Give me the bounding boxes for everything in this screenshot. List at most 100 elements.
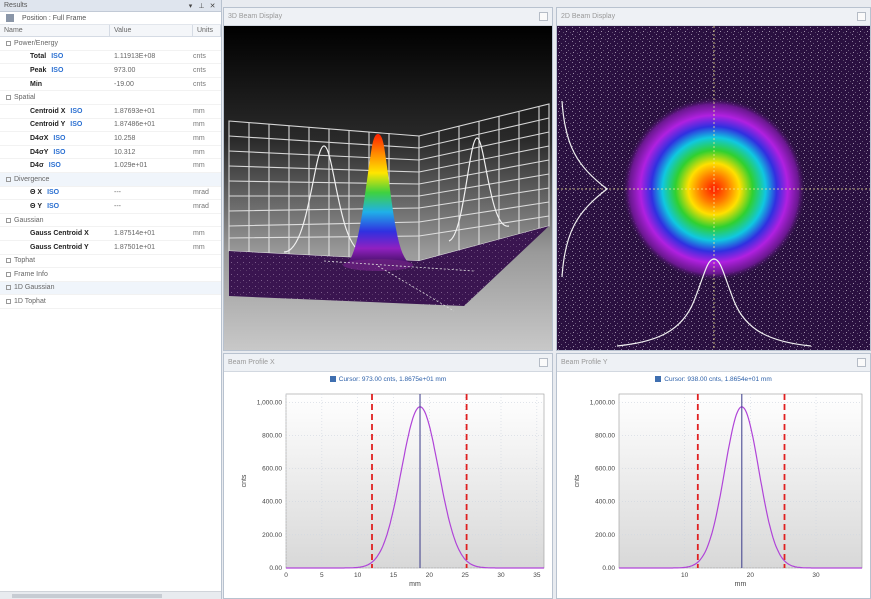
results-grid-header: Name Value Units (0, 25, 221, 37)
row-value: 1.87486e+01 (114, 121, 156, 129)
y-axis-label: cnts (574, 474, 581, 487)
results-item-row[interactable]: Centroid X ISO 1.87693e+01 mm (0, 105, 221, 119)
row-value: --- (114, 189, 121, 197)
results-group-row[interactable]: Power/Energy (0, 37, 221, 51)
maximize-icon[interactable] (857, 12, 866, 21)
profile-x-title-bar: Beam Profile X (224, 354, 552, 372)
results-item-row[interactable]: Θ X ISO --- mrad (0, 187, 221, 201)
row-name-cell: Tophat (0, 257, 110, 264)
beam-3d-view[interactable] (224, 26, 552, 350)
row-name-cell: D4σX ISO (0, 135, 110, 142)
profile-x-title: Beam Profile X (228, 359, 275, 366)
results-group-row[interactable]: Divergence (0, 172, 221, 187)
x-tick-label: 10 (354, 572, 362, 579)
row-units: mm (193, 230, 205, 238)
row-name: Gaussian (14, 216, 44, 224)
results-group-row[interactable]: Tophat (0, 255, 221, 269)
beam-2d-view[interactable] (557, 26, 870, 350)
3d-beam-peak (344, 134, 412, 264)
expand-icon[interactable] (6, 258, 11, 264)
profile-y-chart[interactable]: 0.00 200.00 400.00 600.00 800.00 1,000.00 10 20… (557, 372, 870, 598)
row-name: Gauss Centroid X (30, 230, 89, 238)
row-name-cell: Gauss Centroid X (0, 230, 110, 237)
plot-area (618, 393, 863, 569)
y-tick-label: 200.00 (262, 532, 282, 539)
results-item-row[interactable]: Min -19.00 cnts (0, 78, 221, 92)
x-tick-label: 0 (284, 572, 288, 579)
results-item-row[interactable]: Gauss Centroid Y 1.87501e+01 mm (0, 241, 221, 255)
maximize-icon[interactable] (539, 358, 548, 367)
results-title-bar: Results ▾ ⊥ ✕ (0, 0, 221, 12)
expand-icon[interactable] (6, 176, 11, 182)
row-name: Divergence (14, 175, 50, 183)
results-item-row[interactable]: D4σ ISO 1.029e+01 mm (0, 159, 221, 173)
auto-hide-icon[interactable]: ⊥ (198, 2, 205, 10)
position-selector[interactable]: Position : Full Frame (22, 14, 87, 22)
row-name-cell: Frame Info (0, 271, 110, 278)
expand-icon[interactable] (6, 217, 11, 223)
row-name: 1D Gaussian (14, 284, 55, 292)
results-title: Results (4, 2, 28, 9)
row-value: 1.87693e+01 (114, 107, 156, 115)
row-units: cnts (193, 53, 206, 61)
y-tick-label: 600.00 (262, 466, 282, 473)
cursor-icon (329, 376, 336, 383)
results-item-row[interactable]: Peak ISO 973.00 cnts (0, 64, 221, 78)
y-axis-label: cnts (241, 474, 248, 487)
results-group-row[interactable]: Spatial (0, 91, 221, 105)
results-item-row[interactable]: Θ Y ISO --- mrad (0, 200, 221, 214)
horizontal-scrollbar[interactable] (0, 591, 221, 599)
beam-3d-title-bar: 3D Beam Display (224, 8, 552, 26)
expand-icon[interactable] (6, 40, 11, 46)
column-header-units[interactable]: Units (193, 25, 221, 36)
row-name-cell: Centroid Y ISO (0, 121, 110, 128)
results-group-row[interactable]: 1D Gaussian (0, 281, 221, 296)
profile-curve (619, 406, 862, 569)
pin-icon[interactable]: ▾ (188, 2, 193, 10)
row-units: cnts (193, 80, 206, 88)
row-name: 1D Tophat (14, 298, 46, 306)
scrollbar-thumb[interactable] (12, 594, 162, 598)
3d-wall-profile-y (448, 137, 510, 242)
row-name: D4σ (30, 162, 44, 170)
row-name-cell: Gauss Centroid Y (0, 244, 110, 251)
row-value: 10.312 (114, 148, 136, 156)
beam-profile-x-pane: Beam Profile X Cursor: 973.00 cnts, 1.86… (223, 353, 553, 599)
iso-badge: ISO (51, 66, 64, 74)
profile-x-cursor-text: Cursor: 973.00 cnts, 1.8675e+01 mm (338, 376, 447, 383)
results-item-row[interactable]: Gauss Centroid X 1.87514e+01 mm (0, 227, 221, 241)
expand-icon[interactable] (6, 299, 11, 305)
results-group-row[interactable]: 1D Tophat (0, 295, 221, 309)
expand-icon[interactable] (6, 285, 11, 291)
row-units: mm (193, 107, 205, 115)
results-group-row[interactable]: Frame Info (0, 268, 221, 282)
y-tick-label: 800.00 (595, 432, 615, 439)
row-name-cell: 1D Gaussian (0, 284, 110, 291)
iso-badge: ISO (53, 148, 66, 156)
profile-x-cursor-readout: Cursor: 973.00 cnts, 1.8675e+01 mm (224, 376, 552, 383)
maximize-icon[interactable] (539, 12, 548, 21)
iso-badge: ISO (47, 189, 60, 197)
expand-icon[interactable] (6, 271, 11, 277)
iso-badge: ISO (53, 134, 66, 142)
profile-x-chart[interactable]: 0.00 200.00 400.00 600.00 800.00 1,000.00 0 5 10… (224, 372, 552, 598)
y-tick-label: 0.00 (602, 565, 615, 572)
results-group-row[interactable]: Gaussian (0, 214, 221, 228)
row-value: 10.258 (114, 134, 136, 142)
maximize-icon[interactable] (857, 358, 866, 367)
results-settings-icon[interactable] (6, 14, 14, 22)
results-item-row[interactable]: Total ISO 1.11913E+08 cnts (0, 51, 221, 65)
close-icon[interactable]: ✕ (209, 2, 216, 10)
results-item-row[interactable]: Centroid Y ISO 1.87486e+01 mm (0, 119, 221, 133)
x-tick-label: 30 (497, 572, 505, 579)
row-name-cell: Peak ISO (0, 67, 110, 74)
expand-icon[interactable] (6, 95, 11, 101)
3d-beam-base (343, 259, 413, 271)
beam-2d-title: 2D Beam Display (561, 13, 616, 20)
results-item-row[interactable]: D4σX ISO 10.258 mm (0, 132, 221, 146)
row-name-cell: Θ Y ISO (0, 203, 110, 210)
results-item-row[interactable]: D4σY ISO 10.312 mm (0, 146, 221, 160)
row-name-cell: D4σY ISO (0, 149, 110, 156)
column-header-name[interactable]: Name (0, 25, 110, 36)
column-header-value[interactable]: Value (110, 25, 193, 36)
